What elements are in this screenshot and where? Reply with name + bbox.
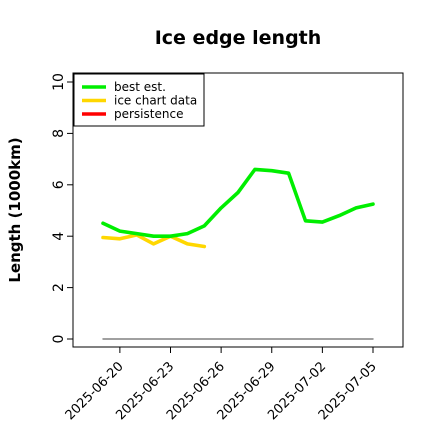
y-tick-label: 8 bbox=[51, 129, 67, 138]
series-line-1 bbox=[101, 233, 207, 249]
y-axis-label: Length (1000km) bbox=[6, 137, 24, 282]
y-tick-label: 2 bbox=[51, 283, 67, 292]
y-tick-label: 0 bbox=[51, 335, 67, 344]
legend-label: ice chart data bbox=[114, 94, 197, 108]
chart-title: Ice edge length bbox=[155, 27, 322, 49]
y-tick-label: 6 bbox=[51, 180, 67, 189]
y-tick-label: 10 bbox=[51, 73, 67, 91]
plot-frame bbox=[72, 72, 404, 348]
series-layer bbox=[101, 167, 375, 340]
y-axis: 0 2 4 6 8 10 bbox=[51, 73, 73, 343]
legend-label: best est. bbox=[114, 80, 166, 94]
x-axis: 2025-06-202025-06-232025-06-262025-06-29… bbox=[63, 347, 380, 423]
y-tick-label: 4 bbox=[51, 232, 67, 241]
series-line-0 bbox=[101, 167, 375, 238]
legend-label: persistence bbox=[114, 107, 183, 121]
